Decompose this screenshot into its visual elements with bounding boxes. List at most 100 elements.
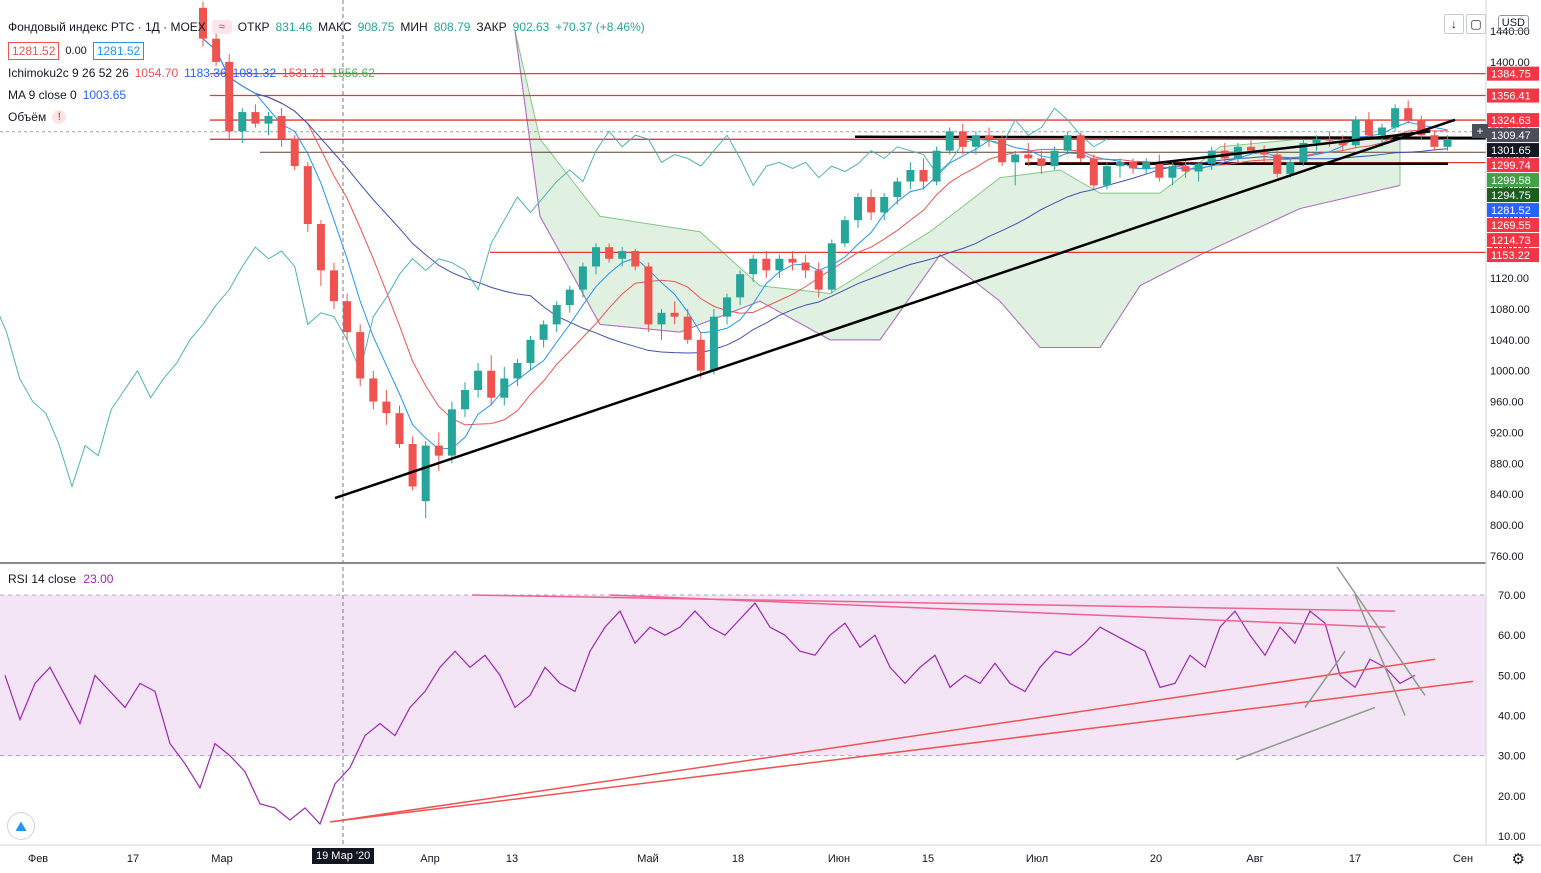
candle-body (1063, 135, 1072, 151)
candle-body (1076, 135, 1085, 159)
candle-body (225, 61, 234, 132)
open-label: ОТКР (237, 20, 270, 34)
rsi-band (0, 595, 1486, 756)
price-label: 1294.75 (1487, 188, 1539, 203)
ma-name[interactable]: MA 9 close 0 (8, 88, 77, 102)
price-label-bg (1487, 173, 1539, 188)
rsi-helper-2 (1304, 650, 1346, 708)
candle-body (1155, 162, 1164, 178)
warning-icon[interactable]: ! (52, 110, 67, 124)
maximize-pane-button[interactable]: ▢ (1466, 14, 1486, 34)
candle-body (1116, 162, 1124, 167)
candle-body (893, 181, 902, 197)
price-label-text: 1281.52 (1491, 205, 1531, 217)
candle-body (1364, 119, 1373, 136)
rsi-tick-label: 70.00 (1498, 590, 1526, 602)
candle-body (605, 247, 614, 259)
trendline-inner (1149, 130, 1431, 166)
candle-body (1404, 108, 1413, 120)
price-label: 1153.22 (1487, 248, 1539, 263)
volume-name[interactable]: Объём (8, 110, 47, 124)
candle-body (801, 262, 810, 271)
candle-body (199, 7, 207, 39)
change-value: +70.37 (+8.46%) (555, 20, 645, 34)
price-label: 1384.75 (1487, 66, 1539, 81)
candle-body (343, 301, 352, 333)
candle-body (487, 370, 496, 398)
candle-body (631, 251, 640, 267)
candle-body (461, 390, 469, 410)
candle-body (1102, 166, 1111, 186)
candle-body (474, 370, 483, 391)
candle-body (1417, 119, 1426, 136)
candle-body (251, 112, 260, 124)
time-tick-label: Май (637, 853, 659, 865)
rsi-label[interactable]: RSI 14 close (8, 572, 77, 586)
price-label: 1324.63 (1487, 113, 1539, 128)
currency-badge[interactable]: USD (1497, 15, 1529, 31)
price-label-text: 1299.74 (1491, 160, 1531, 172)
time-tick-label: Сен (1453, 853, 1473, 865)
candle-body (1194, 163, 1203, 172)
price-label: 1356.41 (1487, 88, 1539, 103)
price-label-bg (1487, 203, 1539, 218)
symbol-title[interactable]: Фондовый индекс РТС · 1Д · MOEX (8, 20, 206, 34)
price-tick-label: 1080.00 (1490, 304, 1530, 316)
price-label: 1309.47 (1487, 128, 1539, 143)
candle-body (932, 150, 941, 182)
crosshair-date-label: 19 Мар '20 (312, 848, 375, 864)
low-value: 808.79 (433, 20, 471, 34)
candle-body (1037, 158, 1046, 167)
bid-button[interactable]: 1281.52 (8, 42, 60, 60)
price-label: 1281.52 (1487, 203, 1539, 218)
candle-body (840, 220, 849, 244)
close-value: 902.63 (512, 20, 550, 34)
chikou-line (0, 107, 1108, 489)
candle-body (867, 196, 876, 213)
candle-body (919, 169, 928, 182)
gear-icon[interactable]: ⚙ (1511, 851, 1525, 868)
price-label-text: 1294.75 (1491, 190, 1531, 202)
candle-body (1142, 162, 1151, 169)
candle-body (330, 270, 338, 302)
candle-body (749, 258, 758, 275)
candle-body (683, 316, 692, 340)
price-label: 1214.73 (1487, 233, 1539, 248)
candle-body (827, 243, 836, 290)
time-tick-label: Апр (420, 853, 439, 865)
candle-body (958, 131, 967, 147)
candle-body (303, 166, 312, 225)
candle-body (696, 339, 705, 371)
rsi-trendline-bottom-2 (329, 680, 1474, 823)
candle-body (238, 112, 247, 132)
candle-body (1286, 162, 1295, 174)
candle-body (775, 258, 784, 271)
rsi-tick-label: 20.00 (1498, 791, 1526, 803)
candle-body (408, 444, 417, 487)
candle-body (1351, 119, 1360, 146)
tradingview-logo-icon[interactable]: ⛰ (8, 813, 34, 839)
rsi-tick-label: 10.00 (1498, 831, 1526, 843)
rsi-helper-4 (1354, 594, 1406, 716)
add-level-button[interactable]: + (1472, 124, 1488, 138)
price-label-bg (1487, 128, 1539, 143)
candle-body (369, 378, 378, 402)
compare-icon[interactable]: ≈ (211, 20, 232, 34)
time-tick-label: 15 (922, 853, 934, 865)
trendline-ascending (334, 118, 1456, 500)
candle-body (945, 131, 954, 151)
price-label: 1299.58 (1487, 173, 1539, 188)
price-label-text: 1324.63 (1491, 115, 1531, 127)
spread-value: 0.00 (65, 45, 87, 57)
ask-button[interactable]: 1281.52 (92, 42, 145, 60)
rsi-line (4, 602, 1416, 826)
candle-body (447, 409, 456, 456)
price-label-bg (1487, 113, 1539, 128)
ichimoku-value-3: 1081.32 (232, 66, 277, 80)
candle-body (1050, 150, 1059, 167)
ichimoku-name[interactable]: Ichimoku2c 9 26 52 26 (8, 66, 129, 80)
candle-body (539, 324, 548, 340)
candle-body (356, 332, 365, 379)
collapse-pane-button[interactable]: ↓ (1444, 14, 1464, 34)
